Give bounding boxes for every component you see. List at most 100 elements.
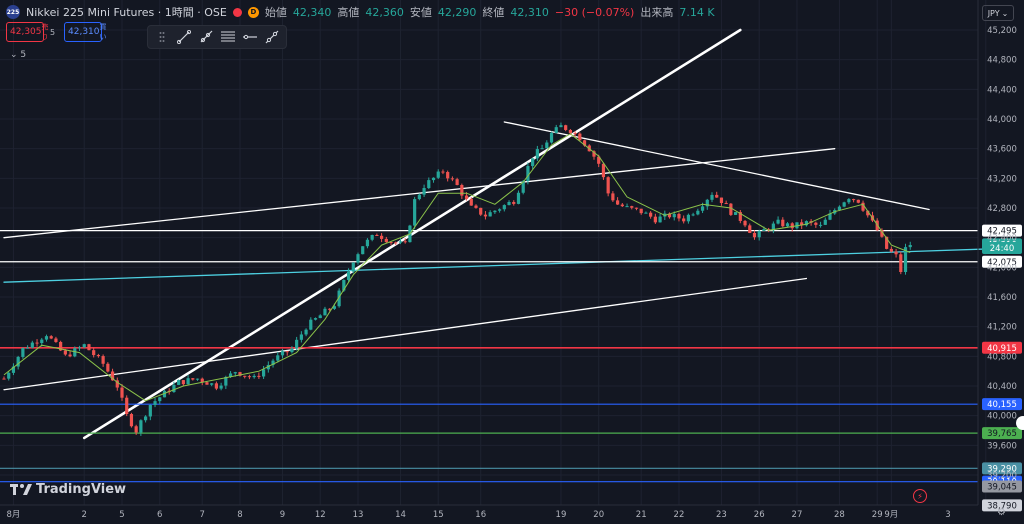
- candle-body: [21, 347, 25, 357]
- y-tick-label: 43,600: [987, 145, 1017, 155]
- candle-body: [129, 414, 134, 427]
- drag-handle-icon[interactable]: [154, 29, 170, 45]
- horizontal-ray-icon[interactable]: [242, 29, 258, 45]
- candle-body: [771, 223, 775, 231]
- candle-body: [200, 378, 204, 383]
- x-tick-label: 8月: [6, 510, 20, 520]
- candle-body: [649, 212, 653, 217]
- price-level-label: 39,045: [987, 482, 1017, 492]
- trend-line-icon[interactable]: [176, 29, 192, 45]
- candle-body: [162, 390, 167, 398]
- candle-body: [16, 356, 20, 367]
- candle-body: [601, 163, 606, 178]
- candle-body: [370, 234, 374, 240]
- candle-body: [44, 336, 49, 340]
- y-tick-label: 44,400: [987, 85, 1017, 95]
- candle-body: [616, 200, 620, 205]
- symbol-title[interactable]: Nikkei 225 Mini Futures · 1時間 · OSE: [26, 6, 227, 19]
- buy-price: 42,310: [68, 27, 100, 37]
- candle-body: [781, 219, 785, 227]
- x-tick-label: 23: [716, 510, 727, 520]
- scroll-to-latest-button[interactable]: [1016, 416, 1024, 430]
- candle-body: [908, 245, 912, 248]
- x-tick-label: 13: [353, 510, 364, 520]
- candle-body: [96, 355, 100, 357]
- candle-body: [894, 251, 898, 255]
- extended-line-icon[interactable]: [264, 29, 280, 45]
- candle-body: [899, 254, 903, 273]
- x-tick-label: 9: [280, 510, 285, 520]
- candle-body: [346, 271, 351, 280]
- lightning-icon[interactable]: ⚡: [913, 489, 927, 503]
- candle-body: [710, 194, 714, 200]
- x-tick-label: 29: [872, 510, 883, 520]
- indicator-toggle[interactable]: ⌄ 5: [10, 50, 27, 60]
- price-level-tag: [982, 427, 1022, 440]
- candle-body: [729, 203, 733, 215]
- candle-body: [795, 222, 799, 229]
- price-level-tag: [982, 398, 1022, 411]
- candle-body: [380, 235, 384, 239]
- candle-body: [224, 376, 228, 386]
- candle-body: [384, 238, 388, 243]
- candle-body: [554, 127, 558, 133]
- candle-body: [573, 133, 577, 135]
- candle-body: [464, 195, 469, 199]
- candle-body: [87, 344, 91, 351]
- candle-body: [295, 339, 299, 349]
- chart-grid: [0, 0, 987, 505]
- candle-body: [276, 355, 280, 361]
- candle-body: [696, 210, 700, 215]
- candle-body: [861, 202, 865, 211]
- candle-body: [686, 214, 690, 222]
- data-badge[interactable]: D: [247, 6, 259, 18]
- candle-body: [469, 198, 473, 206]
- candle-body: [658, 216, 662, 223]
- buy-button[interactable]: 42,310 買い: [64, 22, 107, 42]
- candle-body: [356, 254, 360, 263]
- x-tick-label: 15: [433, 510, 444, 520]
- candle-body: [767, 229, 771, 231]
- candle-body: [450, 178, 454, 180]
- x-tick-label: 9月: [884, 510, 898, 520]
- x-tick-label: 8: [237, 510, 242, 520]
- open-label: 始値: [264, 6, 287, 19]
- fib-retracement-icon[interactable]: [220, 29, 236, 45]
- candle-body: [682, 218, 686, 222]
- sell-label: 売り: [41, 23, 49, 41]
- candle-body: [493, 210, 497, 213]
- candle-body: [101, 356, 105, 364]
- x-tick-label: 5: [119, 510, 124, 520]
- candle-body: [724, 203, 728, 205]
- gear-icon[interactable]: ⚙: [997, 507, 1006, 518]
- candle-body: [521, 181, 525, 193]
- candle-body: [210, 383, 214, 385]
- ray-icon[interactable]: [198, 29, 214, 45]
- sell-button[interactable]: 42,305 売り: [6, 22, 49, 42]
- candle-body: [158, 397, 162, 402]
- candle-body: [73, 348, 77, 357]
- candle-body: [2, 378, 6, 380]
- candle-body: [611, 193, 615, 201]
- candle-body: [502, 205, 506, 210]
- candle-body: [257, 375, 261, 377]
- candle-body: [144, 416, 148, 421]
- candle-body: [653, 216, 657, 223]
- candle-body: [559, 125, 563, 128]
- candle-body: [148, 404, 152, 417]
- x-tick-label: 7: [200, 510, 205, 520]
- buy-label: 買い: [99, 23, 107, 41]
- candle-body: [757, 230, 761, 238]
- currency-selector[interactable]: JPY ⌄: [982, 5, 1014, 21]
- price-level-label: 38,790: [987, 501, 1017, 511]
- candle-body: [191, 378, 195, 380]
- candle-body: [177, 380, 181, 385]
- candle-body: [446, 172, 450, 179]
- candle-body: [195, 378, 200, 380]
- change-value: −30 (−0.07%): [554, 5, 635, 19]
- y-tick-label: 44,000: [987, 115, 1017, 125]
- symbol-logo: 225: [6, 5, 20, 19]
- candle-body: [885, 236, 889, 249]
- x-tick-label: 28: [834, 510, 845, 520]
